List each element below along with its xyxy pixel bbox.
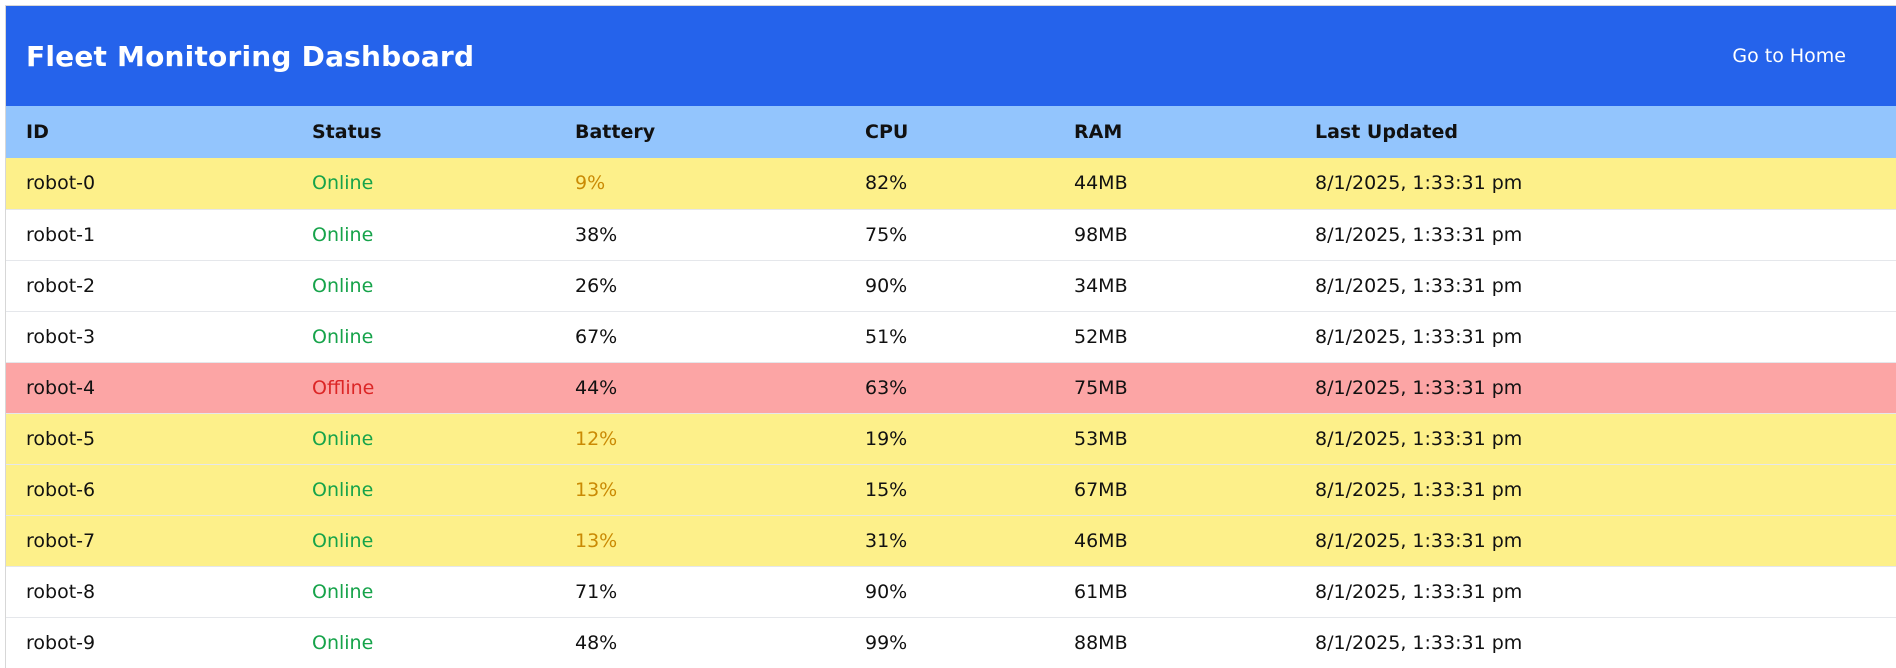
status-cell: Online — [312, 427, 374, 450]
column-header-status: Status — [312, 121, 382, 143]
status-cell: Online — [312, 529, 374, 552]
ram-cell: 44MB — [1074, 172, 1128, 195]
column-header-id: ID — [26, 121, 49, 143]
table-row: robot-1 Online 38% 75% 98MB 8/1/2025, 1:33:31… — [6, 209, 1896, 260]
ram-cell: 88MB — [1074, 631, 1128, 654]
column-header-cpu: CPU — [865, 121, 909, 143]
last-updated-cell: 8/1/2025, 1:33:31 pm — [1315, 427, 1523, 450]
fleet-table: ID Status Battery CPU RAM Last Updated r… — [6, 106, 1896, 668]
cpu-cell: 31% — [865, 529, 908, 552]
robot-id-cell: robot-3 — [26, 325, 96, 348]
robot-id-cell: robot-0 — [26, 172, 96, 195]
status-cell: Online — [312, 325, 374, 348]
cpu-cell: 63% — [865, 376, 908, 399]
ram-cell: 61MB — [1074, 580, 1128, 603]
last-updated-cell: 8/1/2025, 1:33:31 pm — [1315, 274, 1523, 297]
table-header-row: ID Status Battery CPU RAM Last Updated — [6, 106, 1896, 158]
ram-cell: 46MB — [1074, 529, 1128, 552]
cpu-cell: 90% — [865, 274, 908, 297]
robot-id-cell: robot-8 — [26, 580, 96, 603]
last-updated-cell: 8/1/2025, 1:33:31 pm — [1315, 478, 1523, 501]
battery-cell: 13% — [575, 478, 618, 501]
battery-cell: 48% — [575, 631, 618, 654]
cpu-cell: 51% — [865, 325, 908, 348]
ram-cell: 75MB — [1074, 376, 1128, 399]
status-cell: Online — [312, 478, 374, 501]
battery-cell: 44% — [575, 376, 618, 399]
last-updated-cell: 8/1/2025, 1:33:31 pm — [1315, 223, 1523, 246]
cpu-cell: 15% — [865, 478, 908, 501]
robot-id-cell: robot-2 — [26, 274, 96, 297]
last-updated-cell: 8/1/2025, 1:33:31 pm — [1315, 580, 1523, 603]
dashboard-header: Fleet Monitoring Dashboard Go to Home — [6, 6, 1896, 106]
table-header: ID Status Battery CPU RAM Last Updated — [6, 106, 1896, 158]
cpu-cell: 19% — [865, 427, 908, 450]
last-updated-cell: 8/1/2025, 1:33:31 pm — [1315, 325, 1523, 348]
table-row: robot-0 Online 9% 82% 44MB 8/1/2025, 1:33:31 … — [6, 158, 1896, 209]
robot-id-cell: robot-5 — [26, 427, 96, 450]
fleet-table-container: ID Status Battery CPU RAM Last Updated r… — [6, 106, 1896, 668]
status-cell: Online — [312, 631, 374, 654]
table-row: robot-7 Online 13% 31% 46MB 8/1/2025, 1:33:31… — [6, 515, 1896, 566]
status-cell: Online — [312, 580, 374, 603]
cpu-cell: 90% — [865, 580, 908, 603]
table-row: robot-9 Online 48% 99% 88MB 8/1/2025, 1:33:31… — [6, 617, 1896, 668]
column-header-battery: Battery — [575, 121, 656, 143]
status-cell: Online — [312, 172, 374, 195]
table-row: robot-8 Online 71% 90% 61MB 8/1/2025, 1:33:31… — [6, 566, 1896, 617]
ram-cell: 53MB — [1074, 427, 1128, 450]
ram-cell: 34MB — [1074, 274, 1128, 297]
ram-cell: 67MB — [1074, 478, 1128, 501]
last-updated-cell: 8/1/2025, 1:33:31 pm — [1315, 529, 1523, 552]
robot-id-cell: robot-9 — [26, 631, 96, 654]
dashboard-window: Fleet Monitoring Dashboard Go to Home ID… — [5, 5, 1896, 668]
ram-cell: 98MB — [1074, 223, 1128, 246]
battery-cell: 13% — [575, 529, 618, 552]
battery-cell: 9% — [575, 172, 606, 195]
ram-cell: 52MB — [1074, 325, 1128, 348]
robot-id-cell: robot-1 — [26, 223, 96, 246]
battery-cell: 67% — [575, 325, 618, 348]
column-header-ram: RAM — [1074, 121, 1123, 143]
battery-cell: 38% — [575, 223, 618, 246]
table-row: robot-5 Online 12% 19% 53MB 8/1/2025, 1:33:31… — [6, 413, 1896, 464]
page-title: Fleet Monitoring Dashboard — [26, 39, 475, 73]
last-updated-cell: 8/1/2025, 1:33:31 pm — [1315, 631, 1523, 654]
robot-id-cell: robot-6 — [26, 478, 96, 501]
column-header-last-updated: Last Updated — [1315, 121, 1458, 143]
table-row: robot-2 Online 26% 90% 34MB 8/1/2025, 1:33:31… — [6, 260, 1896, 311]
status-cell: Online — [312, 223, 374, 246]
battery-cell: 71% — [575, 580, 618, 603]
last-updated-cell: 8/1/2025, 1:33:31 pm — [1315, 172, 1523, 195]
go-home-link[interactable]: Go to Home — [1732, 45, 1846, 67]
robot-id-cell: robot-4 — [26, 376, 96, 399]
battery-cell: 26% — [575, 274, 618, 297]
table-row: robot-6 Online 13% 15% 67MB 8/1/2025, 1:33:31… — [6, 464, 1896, 515]
status-cell: Offline — [312, 376, 375, 399]
table-body: robot-0 Online 9% 82% 44MB 8/1/2025, 1:33:31 … — [6, 158, 1896, 668]
cpu-cell: 75% — [865, 223, 908, 246]
last-updated-cell: 8/1/2025, 1:33:31 pm — [1315, 376, 1523, 399]
table-row: robot-3 Online 67% 51% 52MB 8/1/2025, 1:33:31… — [6, 311, 1896, 362]
cpu-cell: 82% — [865, 172, 908, 195]
battery-cell: 12% — [575, 427, 618, 450]
status-cell: Online — [312, 274, 374, 297]
table-row: robot-4 Offline 44% 63% 75MB 8/1/2025, 1:33:3… — [6, 362, 1896, 413]
cpu-cell: 99% — [865, 631, 908, 654]
robot-id-cell: robot-7 — [26, 529, 96, 552]
